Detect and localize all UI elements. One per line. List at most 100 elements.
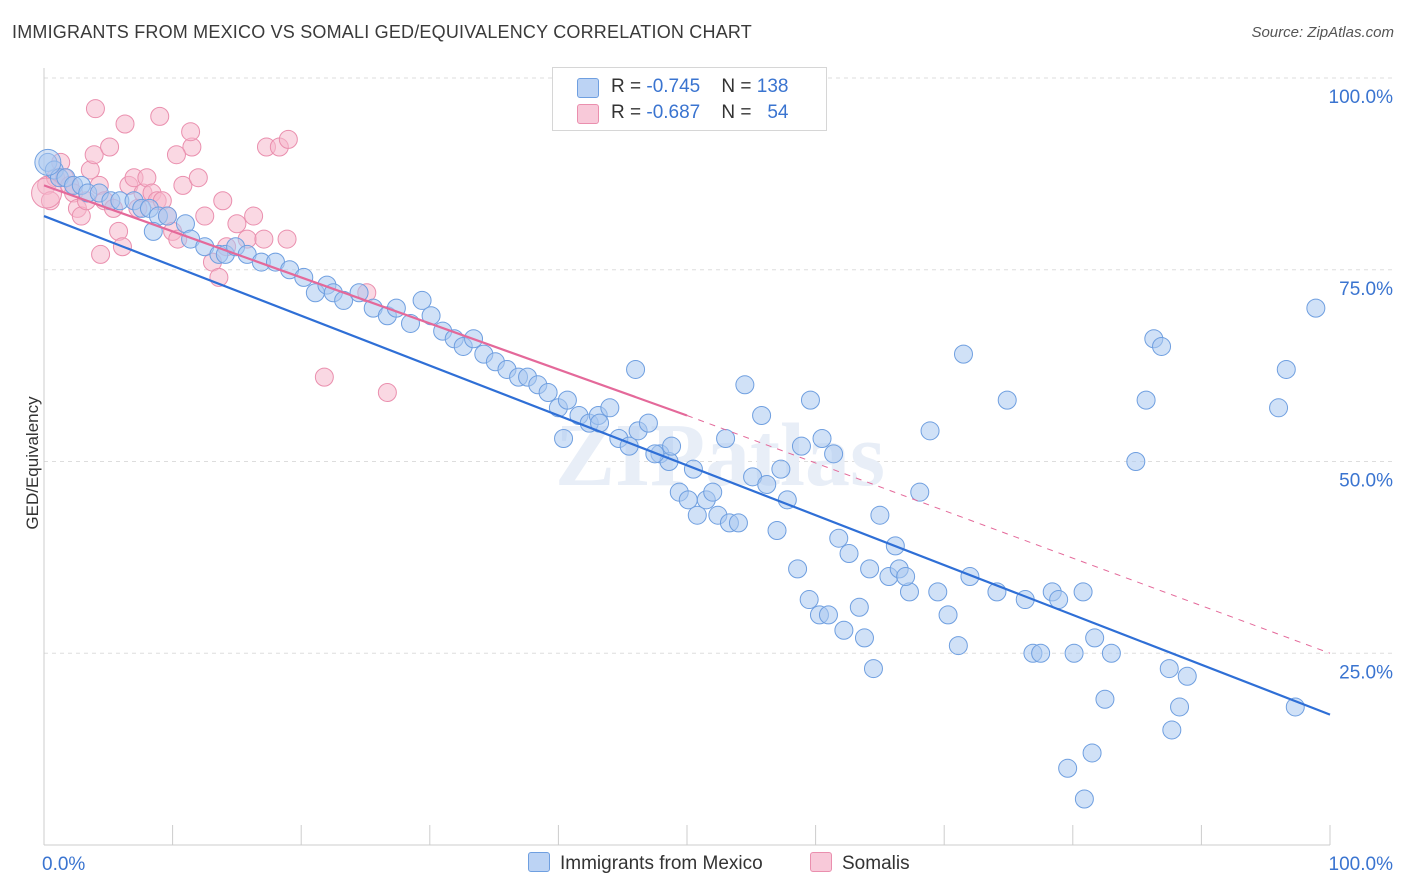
somalis-point bbox=[377, 382, 397, 402]
mexico-point bbox=[834, 620, 854, 640]
trend-lines bbox=[43, 184, 1331, 716]
y-tick-label: 50.0% bbox=[1339, 471, 1393, 492]
mexico-point bbox=[849, 597, 869, 617]
somalis-point bbox=[277, 229, 297, 249]
somalis-trend-line bbox=[43, 184, 688, 417]
mexico-point bbox=[818, 605, 838, 625]
legend-n-label: N = bbox=[721, 76, 757, 97]
mexico-point bbox=[860, 559, 880, 579]
mexico-point bbox=[1276, 359, 1296, 379]
mexico-point bbox=[412, 290, 432, 310]
mexico-point bbox=[896, 567, 916, 587]
mexico-point bbox=[638, 413, 658, 433]
mexico-point bbox=[1082, 743, 1102, 763]
stats-legend: R = -0.745 N = 138 R = -0.687 N = 54 bbox=[552, 67, 827, 131]
mexico-point bbox=[920, 421, 940, 441]
mexico-point bbox=[870, 505, 890, 525]
mexico-point bbox=[1095, 689, 1115, 709]
mexico-point bbox=[1074, 789, 1094, 809]
tick-labels: 25.0% 50.0% 75.0% 100.0% 0.0% 100.0% bbox=[42, 87, 1393, 875]
mexico-point bbox=[1136, 390, 1156, 410]
somalis-point bbox=[181, 122, 201, 142]
legend-n-value: 138 bbox=[756, 76, 789, 97]
mexico-point bbox=[334, 290, 354, 310]
mexico-point bbox=[1058, 758, 1078, 778]
mexico-point bbox=[854, 628, 874, 648]
mexico-point bbox=[687, 505, 707, 525]
bottom-legend-somalis: Somalis bbox=[810, 852, 910, 875]
mexico-point bbox=[1073, 582, 1093, 602]
mexico-point bbox=[953, 344, 973, 364]
somalis-point bbox=[278, 129, 298, 149]
mexico-point bbox=[1170, 697, 1190, 717]
mexico-point bbox=[1306, 298, 1326, 318]
somalis-point bbox=[244, 206, 264, 226]
somalis-point bbox=[85, 99, 105, 119]
mexico-point bbox=[728, 513, 748, 533]
bottom-legend-label-somalis: Somalis bbox=[842, 853, 910, 874]
mexico-point bbox=[600, 398, 620, 418]
mexico-point bbox=[554, 428, 574, 448]
somalis-point bbox=[254, 229, 274, 249]
somalis-point bbox=[84, 145, 104, 165]
y-tick-label: 75.0% bbox=[1339, 279, 1393, 300]
mexico-point bbox=[703, 482, 723, 502]
mexico-point bbox=[960, 567, 980, 587]
mexico-point bbox=[799, 590, 819, 610]
mexico-point bbox=[788, 559, 808, 579]
legend-n-label: N = bbox=[721, 102, 757, 123]
legend-r-value: -0.687 bbox=[646, 102, 701, 123]
x-tick-label: 100.0% bbox=[1329, 854, 1394, 875]
mexico-point bbox=[735, 375, 755, 395]
chart-title: IMMIGRANTS FROM MEXICO VS SOMALI GED/EQU… bbox=[12, 22, 752, 42]
bottom-legend-swatch-somalis bbox=[810, 852, 832, 872]
mexico-point bbox=[757, 475, 777, 495]
somalis-point bbox=[100, 137, 120, 157]
mexico-point bbox=[839, 544, 859, 564]
mexico-point bbox=[626, 359, 646, 379]
legend-r-label: R = bbox=[611, 76, 647, 97]
mexico-point bbox=[938, 605, 958, 625]
mexico-point bbox=[752, 405, 772, 425]
mexico-point bbox=[791, 436, 811, 456]
mexico-point bbox=[948, 636, 968, 656]
mexico-point bbox=[1152, 336, 1172, 356]
mexico-point bbox=[538, 382, 558, 402]
mexico-point bbox=[716, 428, 736, 448]
mexico-point bbox=[157, 206, 177, 226]
somalis-point bbox=[314, 367, 334, 387]
y-axis-label: GED/Equivalency bbox=[23, 396, 42, 530]
y-tick-label: 100.0% bbox=[1329, 87, 1394, 108]
somalis-point bbox=[227, 214, 247, 234]
mexico-point bbox=[767, 521, 787, 541]
mexico-point bbox=[1162, 720, 1182, 740]
somalis-point bbox=[115, 114, 135, 134]
chart-source: Source: ZipAtlas.com bbox=[1251, 24, 1394, 41]
mexico-point bbox=[1126, 452, 1146, 471]
mexico-point bbox=[1101, 643, 1121, 663]
x-tick-label: 0.0% bbox=[42, 854, 85, 875]
grid-layer bbox=[44, 77, 1392, 654]
mexico-point bbox=[863, 659, 883, 679]
legend-r-value: -0.745 bbox=[646, 76, 701, 97]
legend-swatch-mexico bbox=[577, 78, 599, 98]
bottom-legend-label-mexico: Immigrants from Mexico bbox=[560, 853, 763, 874]
legend-n-value: 54 bbox=[767, 102, 789, 123]
mexico-point bbox=[557, 390, 577, 410]
mexico-point bbox=[910, 482, 930, 502]
mexico-point bbox=[662, 436, 682, 456]
mexico-point bbox=[1031, 643, 1051, 663]
legend-swatch-somalis bbox=[577, 104, 599, 124]
bottom-legend-mexico: Immigrants from Mexico bbox=[528, 852, 763, 875]
somalis-point bbox=[173, 175, 193, 195]
mexico-point bbox=[928, 582, 948, 602]
mexico-point bbox=[1177, 666, 1197, 686]
mexico-point bbox=[829, 528, 849, 548]
mexico-point bbox=[824, 444, 844, 464]
mexico-point bbox=[800, 390, 820, 410]
mexico-point bbox=[1085, 628, 1105, 648]
mexico-point bbox=[771, 459, 791, 479]
mexico-point bbox=[812, 428, 832, 448]
legend-r-label: R = bbox=[611, 102, 647, 123]
